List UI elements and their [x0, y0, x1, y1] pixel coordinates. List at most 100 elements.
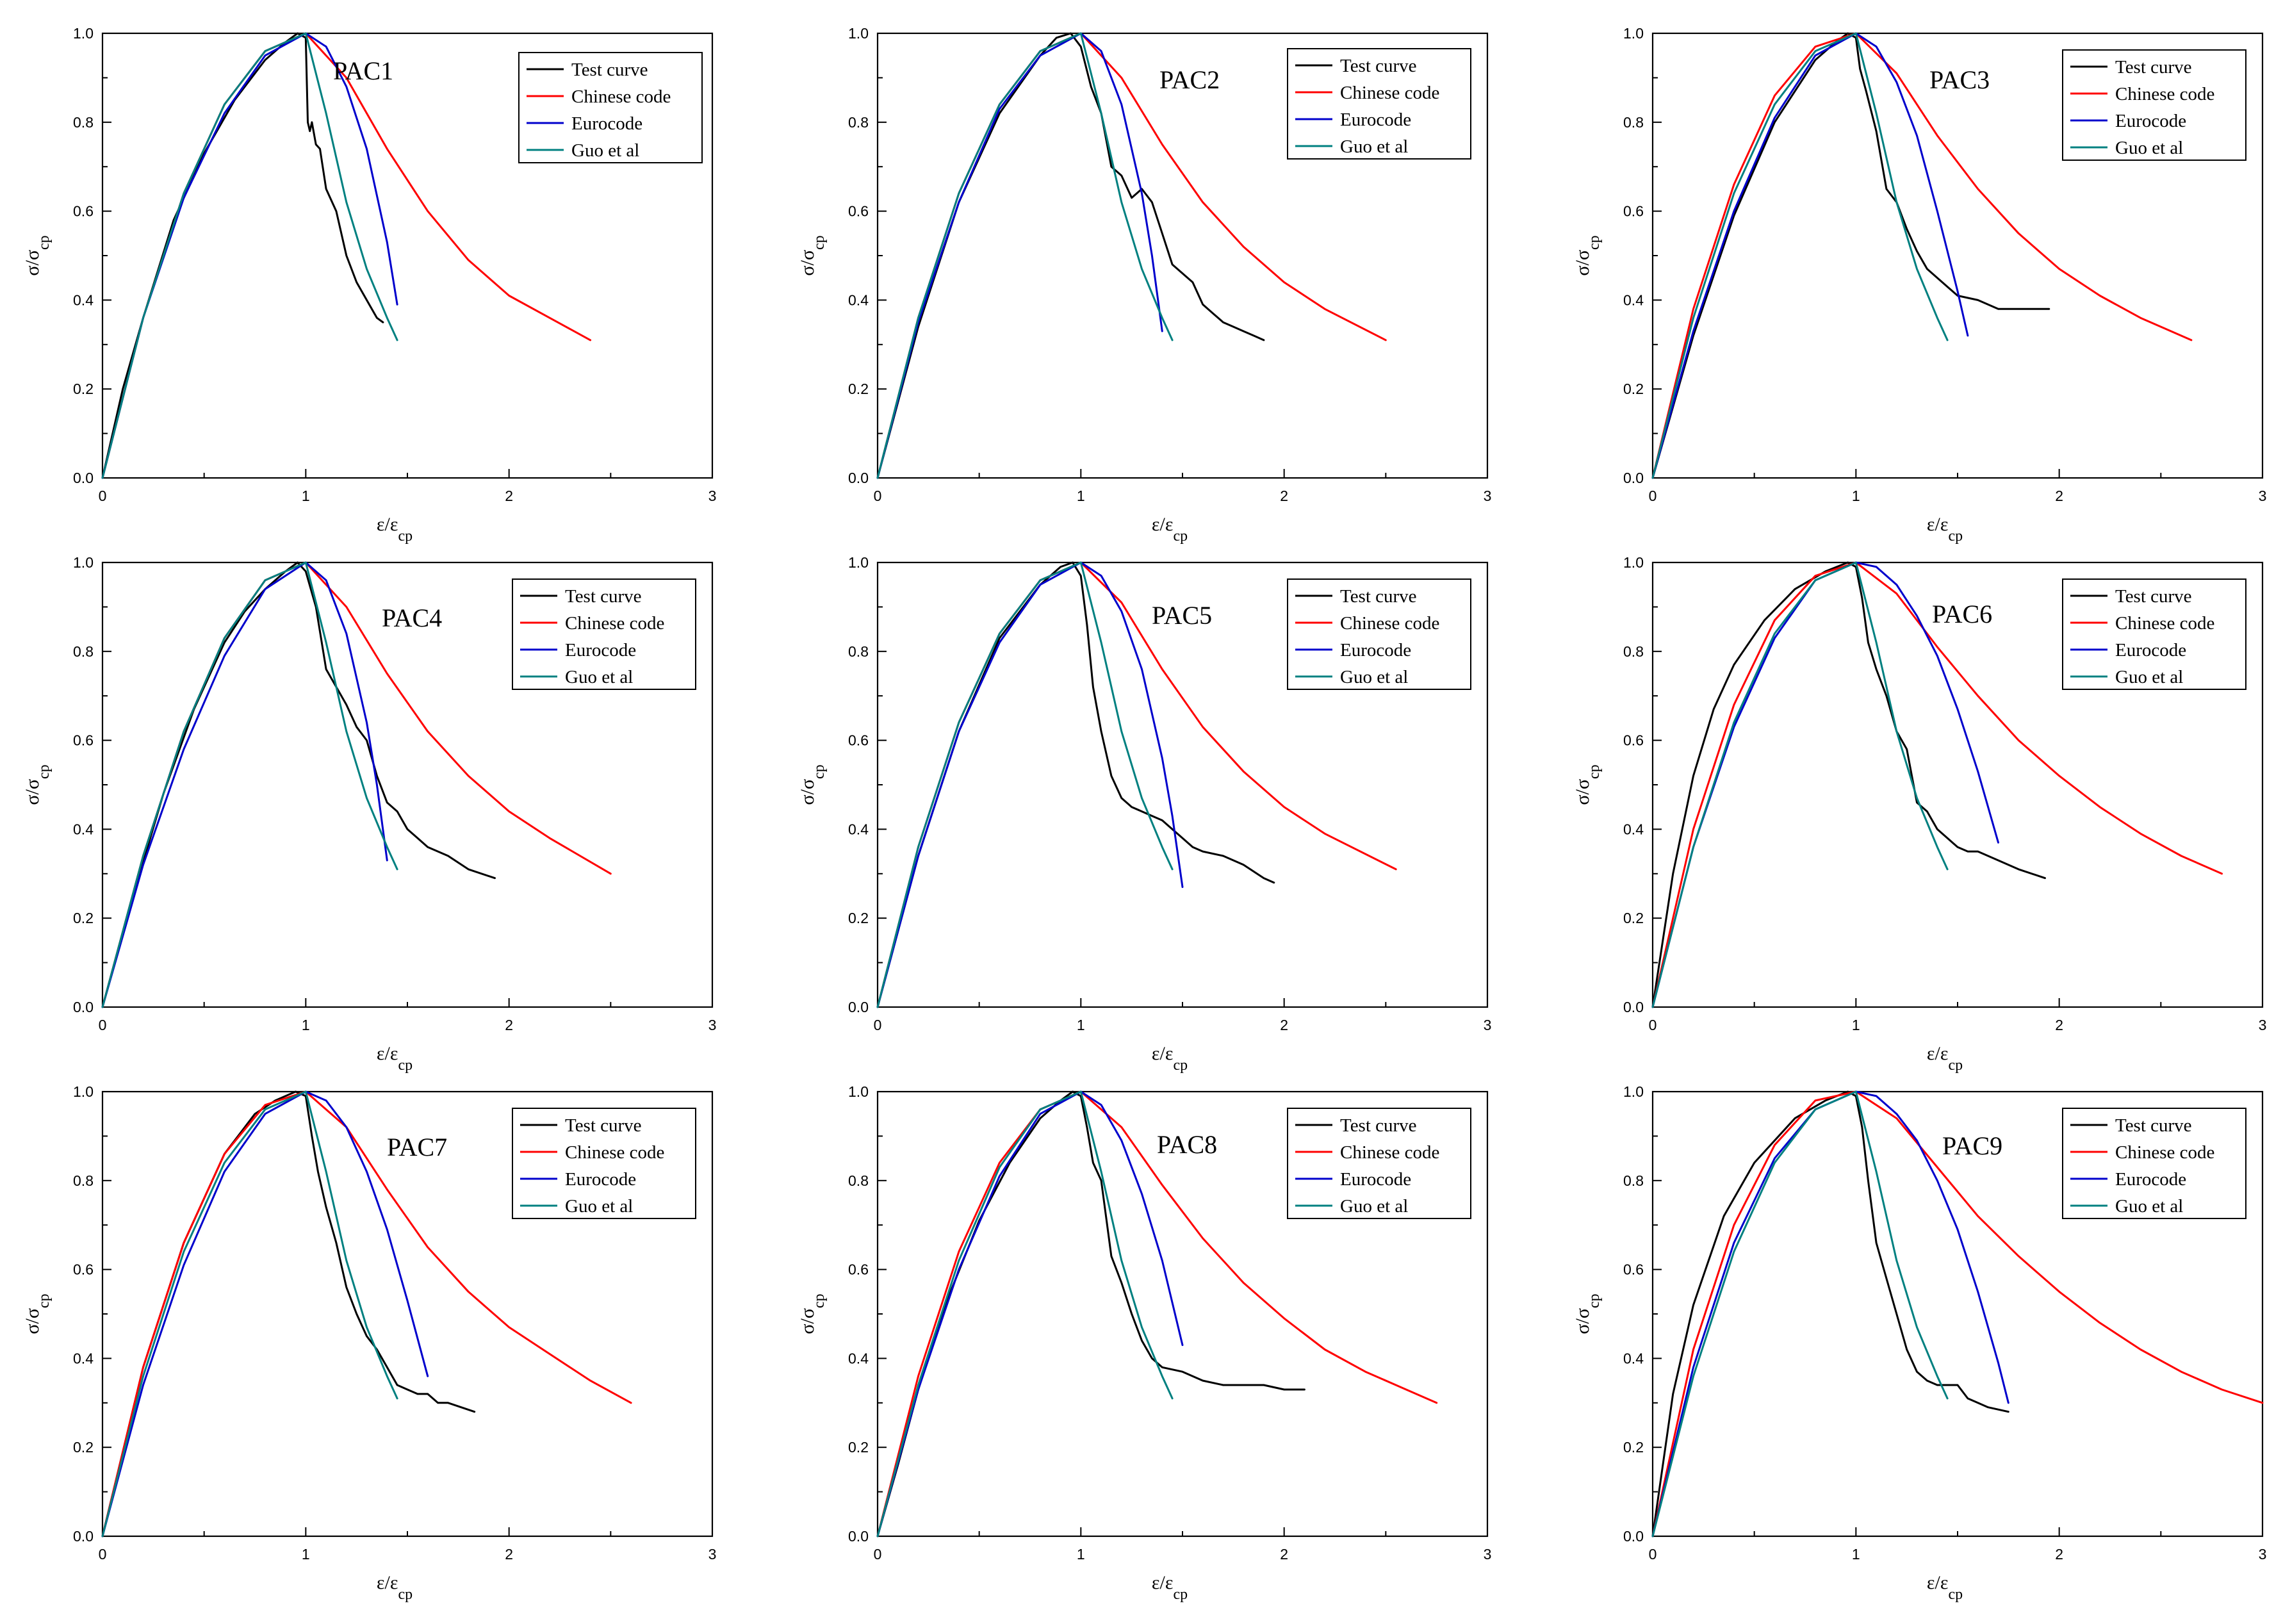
legend: Test curve Chinese code Eurocode Guo et al [1287, 1108, 1471, 1219]
y-tick-label: 1.0 [1623, 1083, 1644, 1100]
legend-label: Test curve [565, 586, 642, 607]
y-axis-label-main: σ/σ [22, 250, 43, 276]
y-axis-label: σ/σcp [1572, 764, 1603, 805]
chart-panel-5: 0 1 2 30.00.20.40.60.81.0ε/εcpσ/σcpPAC5Test… [797, 554, 1491, 1074]
series-line-guo-et-al [101, 1090, 398, 1538]
x-tick-label: 2 [505, 1017, 513, 1033]
x-axis-label-main: ε/ε [1152, 514, 1174, 535]
legend-box [2062, 49, 2246, 161]
y-tick-label: 1.0 [73, 554, 94, 571]
legend-label: Eurocode [2115, 1169, 2186, 1190]
x-axis-label-main: ε/ε [377, 1043, 398, 1064]
y-tick-label: 0.0 [848, 999, 869, 1015]
x-axis-label-sub: cp [1173, 1057, 1188, 1074]
x-axis-label-main: ε/ε [1152, 1043, 1174, 1064]
series-line-test-curve [876, 32, 1265, 479]
x-tick-label: 3 [2259, 1017, 2267, 1033]
legend: Test curve Chinese code Eurocode Guo et al [518, 52, 703, 163]
legend-label: Eurocode [1340, 110, 1411, 130]
y-axis-label: σ/σcp [22, 764, 53, 805]
x-axis-label-sub: cp [398, 528, 413, 545]
legend-box [518, 52, 703, 163]
y-axis-label-sub: cp [1586, 1293, 1603, 1308]
legend-label: Test curve [2115, 1115, 2192, 1136]
legend-label: Eurocode [1340, 640, 1411, 660]
panel-title: PAC4 [382, 603, 442, 632]
legend-label: Chinese code [565, 613, 664, 634]
y-tick-label: 0.8 [848, 1172, 869, 1189]
series-line-eurocode [876, 561, 1184, 1008]
legend-label: Eurocode [2115, 640, 2186, 660]
legend-label: Eurocode [2115, 111, 2186, 131]
y-tick-label: 0.6 [73, 203, 94, 220]
chart-panel-6: 0 1 2 30.00.20.40.60.81.0ε/εcpσ/σcpPAC6Test… [1572, 554, 2266, 1074]
legend-box [1287, 48, 1471, 160]
y-axis-label-main: σ/σ [1572, 779, 1593, 805]
panel-title: PAC8 [1157, 1130, 1217, 1159]
x-tick-label: 0 [99, 488, 107, 504]
y-tick-label: 0.4 [73, 1350, 94, 1366]
y-tick-label: 0.8 [1623, 1172, 1644, 1189]
legend-label: Guo et al [1340, 136, 1408, 157]
y-tick-label: 0.6 [1623, 1261, 1644, 1278]
x-tick-label: 3 [2259, 1546, 2267, 1562]
x-axis-label-sub: cp [1173, 1586, 1188, 1603]
x-tick-label: 1 [1852, 1546, 1860, 1562]
legend-label: Test curve [1340, 586, 1417, 607]
y-tick-label: 1.0 [73, 25, 94, 42]
x-tick-label: 3 [1484, 1017, 1492, 1033]
y-axis-label: σ/σcp [1572, 1293, 1603, 1334]
y-tick-label: 0.2 [1623, 1439, 1644, 1456]
x-axis-label-sub: cp [1948, 528, 1963, 545]
y-axis-label: σ/σcp [1572, 235, 1603, 275]
x-axis-label-main: ε/ε [377, 1572, 398, 1593]
legend: Test curve Chinese code Eurocode Guo et al [2062, 1108, 2246, 1219]
y-axis-label-main: σ/σ [1572, 250, 1593, 276]
y-tick-label: 0.6 [73, 732, 94, 749]
x-axis-label-sub: cp [398, 1586, 413, 1603]
chart-panel-9: 0 1 2 30.00.20.40.60.81.0ε/εcpσ/σcpPAC9Test… [1572, 1083, 2266, 1603]
x-tick-label: 1 [302, 1017, 310, 1033]
panel-title: PAC6 [1932, 600, 1992, 628]
series-line-guo-et-al [876, 561, 1174, 1008]
legend-label: Chinese code [571, 86, 671, 107]
y-tick-label: 0.4 [1623, 291, 1644, 308]
legend-box [2062, 1108, 2246, 1219]
y-axis-label-main: σ/σ [1572, 1308, 1593, 1334]
x-tick-label: 0 [874, 1546, 882, 1562]
x-tick-label: 1 [1852, 1017, 1860, 1033]
x-axis-label: ε/εcp [377, 1572, 413, 1603]
y-axis-label-sub: cp [36, 764, 53, 779]
legend: Test curve Chinese code Eurocode Guo et al [512, 1108, 696, 1219]
y-axis-label-main: σ/σ [797, 250, 818, 276]
x-tick-label: 1 [302, 1546, 310, 1562]
y-tick-label: 0.4 [73, 291, 94, 308]
y-axis-label-sub: cp [1586, 235, 1603, 250]
x-axis-label: ε/εcp [377, 1043, 413, 1074]
panel-title: PAC1 [333, 56, 393, 85]
y-tick-label: 0.4 [73, 821, 94, 837]
x-tick-label: 2 [1280, 488, 1288, 504]
series-line-eurocode [1651, 32, 1969, 479]
y-tick-label: 0.8 [73, 643, 94, 660]
y-tick-label: 0.6 [848, 203, 869, 220]
legend-label: Guo et al [565, 667, 633, 687]
y-tick-label: 1.0 [1623, 25, 1644, 42]
series-line-chinese-code [876, 1090, 1438, 1538]
series-line-test-curve [1651, 32, 2050, 479]
y-axis-label-sub: cp [1586, 764, 1603, 779]
legend-box [1287, 578, 1471, 690]
series-line-guo-et-al [101, 32, 398, 479]
series-line-eurocode [101, 1090, 429, 1538]
x-tick-label: 1 [1077, 1017, 1085, 1033]
x-tick-label: 0 [1649, 488, 1657, 504]
y-tick-label: 0.2 [73, 381, 94, 397]
legend-label: Guo et al [1340, 1196, 1408, 1217]
legend-label: Guo et al [2115, 1196, 2183, 1217]
y-axis-label-main: σ/σ [22, 779, 43, 805]
x-axis-label-sub: cp [398, 1057, 413, 1074]
y-tick-label: 0.8 [848, 114, 869, 131]
legend-box [512, 1108, 696, 1219]
y-tick-label: 0.0 [73, 999, 94, 1015]
